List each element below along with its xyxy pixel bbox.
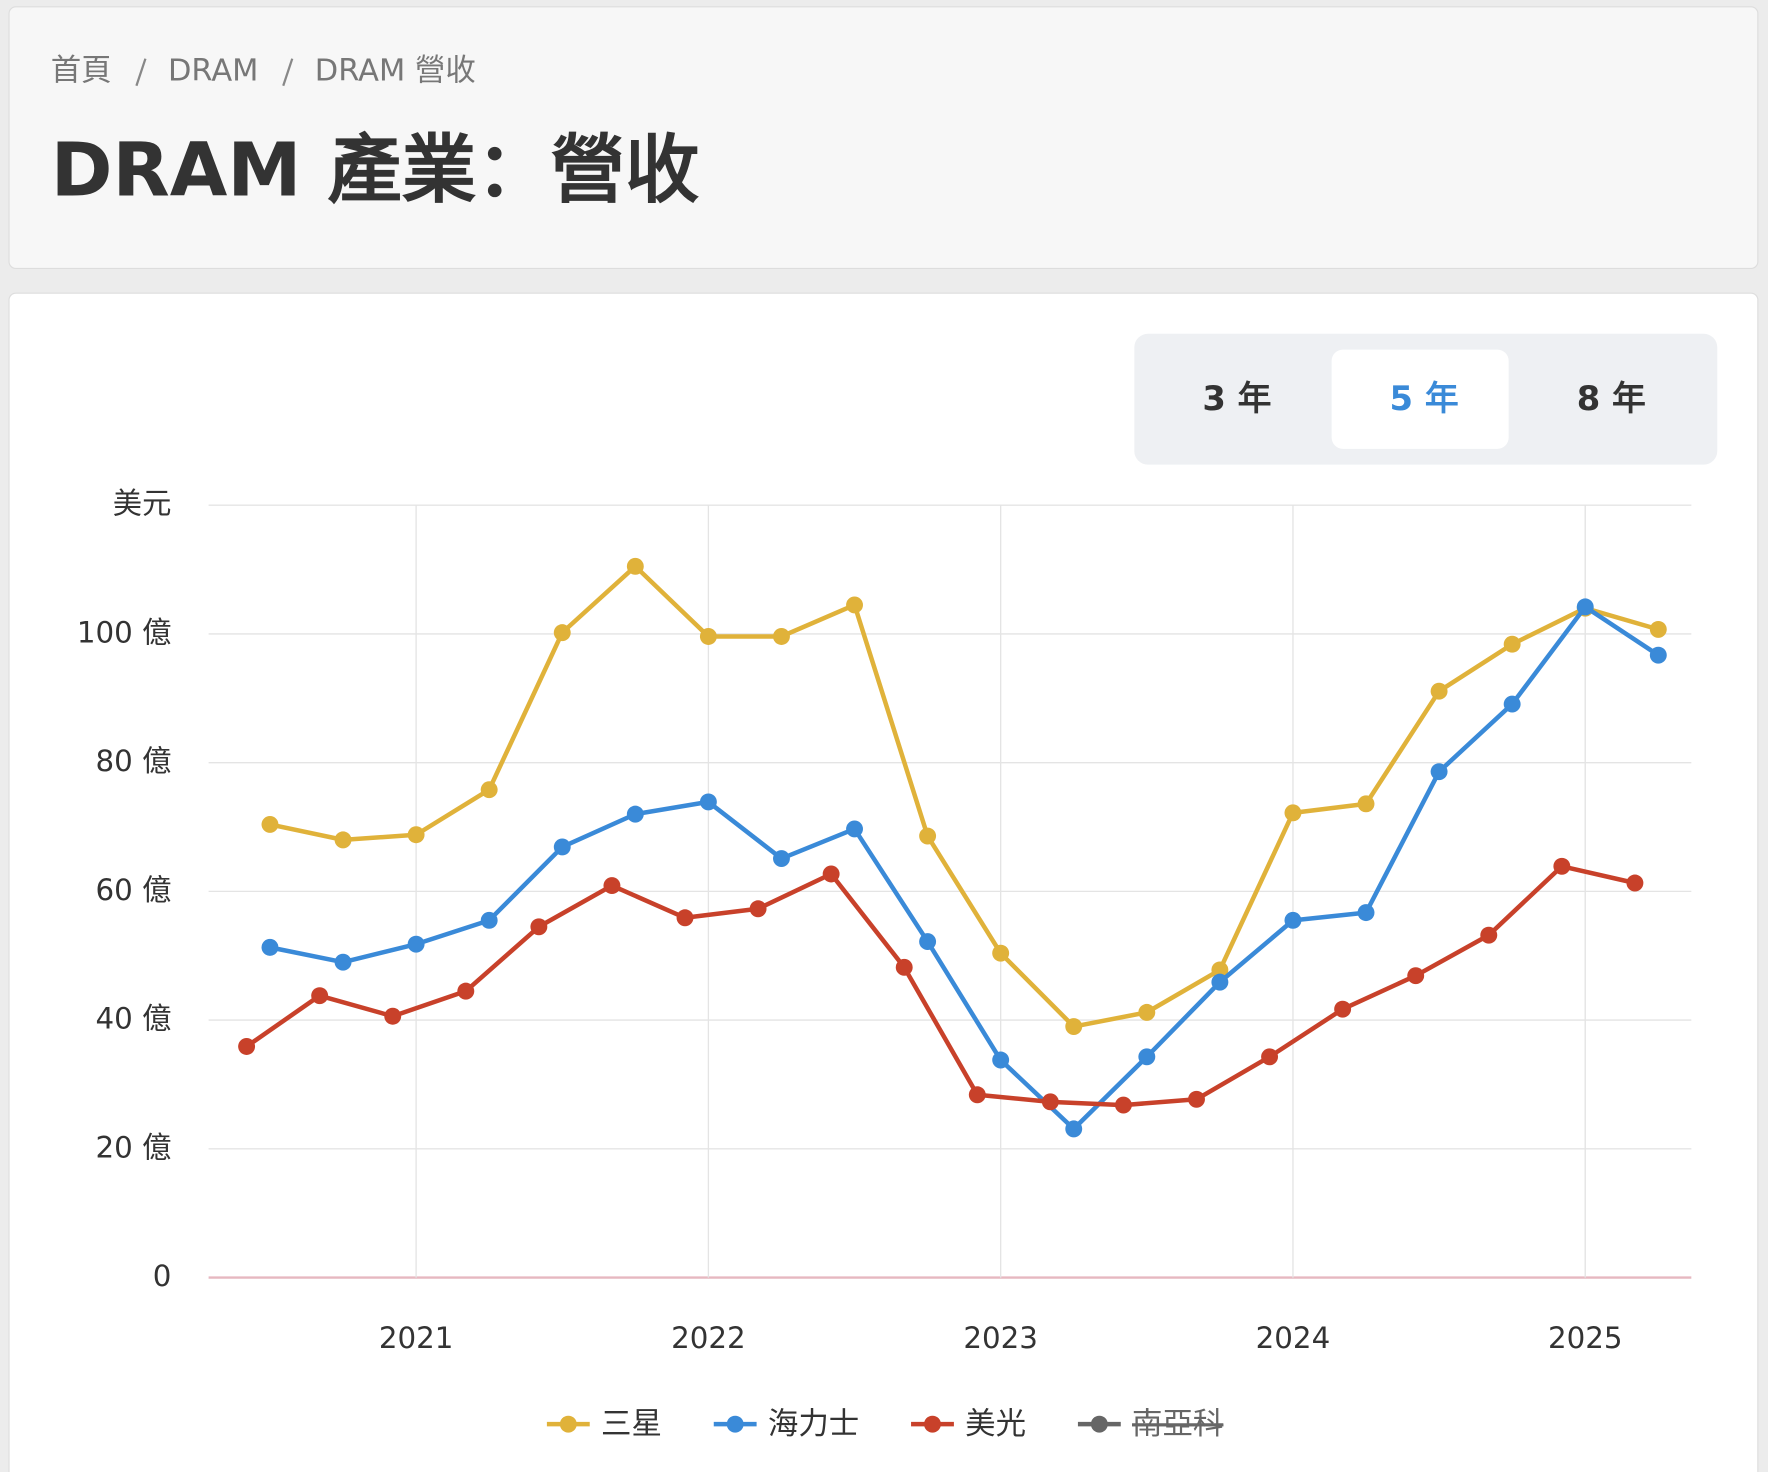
y-tick-label: 20 億 <box>95 1130 171 1164</box>
data-point <box>480 781 498 799</box>
series-line <box>269 564 1659 1029</box>
legend: 三星 海力士 美光 南亞科 <box>546 1407 1223 1442</box>
legend-label[interactable]: 三星 <box>601 1407 662 1442</box>
data-point <box>1407 967 1425 985</box>
data-point <box>1480 926 1498 944</box>
legend-label[interactable]: 美光 <box>965 1407 1026 1442</box>
data-point <box>384 1007 402 1025</box>
data-point <box>457 982 475 1000</box>
data-point <box>699 793 717 811</box>
data-point <box>773 850 790 868</box>
data-point <box>334 953 352 971</box>
y-tick-label: 100 億 <box>77 615 172 649</box>
x-tick-label: 2021 <box>379 1321 454 1355</box>
data-point <box>1357 904 1375 922</box>
data-point <box>1138 1003 1156 1021</box>
y-tick-label: 80 億 <box>95 744 171 778</box>
data-point <box>968 1086 986 1104</box>
data-point <box>773 628 790 645</box>
page-title: DRAM 產業：營收 <box>51 126 700 213</box>
data-point <box>1503 695 1521 713</box>
data-point <box>530 918 548 936</box>
data-point <box>1357 795 1375 813</box>
data-point <box>626 805 644 823</box>
header-card <box>8 6 1759 269</box>
data-point <box>1284 911 1302 929</box>
y-axis-label: 美元 <box>113 487 172 521</box>
data-point <box>1188 1090 1205 1108</box>
x-tick-label: 2023 <box>963 1321 1038 1355</box>
data-point <box>626 557 644 575</box>
data-point <box>895 958 913 976</box>
x-tick-label: 2022 <box>671 1321 746 1355</box>
breadcrumb-item[interactable]: DRAM 營收 <box>315 54 476 89</box>
data-point <box>846 596 863 614</box>
data-point <box>1649 620 1667 638</box>
data-point <box>1114 1096 1132 1114</box>
data-point <box>1261 1048 1279 1066</box>
data-point <box>1430 763 1448 781</box>
data-point <box>1503 635 1521 653</box>
range-button[interactable]: 8 年 <box>1577 379 1646 418</box>
data-point <box>699 628 717 645</box>
data-point <box>334 831 352 849</box>
data-point <box>553 838 571 856</box>
legend-marker <box>726 1415 744 1433</box>
data-point <box>846 820 863 838</box>
series-line <box>245 864 1636 1108</box>
data-point <box>1649 646 1667 664</box>
data-point <box>407 826 425 844</box>
data-point <box>919 827 937 845</box>
data-point <box>480 911 498 929</box>
breadcrumb-item[interactable]: 首頁 <box>51 54 112 89</box>
data-point <box>1626 874 1644 892</box>
breadcrumb-item[interactable]: DRAM <box>168 54 258 89</box>
x-tick-label: 2024 <box>1256 1321 1331 1355</box>
data-point <box>1065 1120 1083 1138</box>
data-point <box>992 1051 1010 1069</box>
data-point <box>407 935 425 953</box>
breadcrumb-separator <box>135 58 147 87</box>
y-tick-label: 0 <box>153 1259 172 1293</box>
data-point <box>1284 804 1302 822</box>
data-point <box>238 1038 256 1055</box>
chart-card <box>8 292 1759 1472</box>
data-point <box>992 944 1010 962</box>
range-button[interactable]: 3 年 <box>1202 379 1271 418</box>
data-point <box>1430 682 1448 700</box>
y-tick-label: 40 億 <box>95 1002 171 1036</box>
data-point <box>1065 1018 1083 1035</box>
series-line <box>269 604 1660 1132</box>
data-point <box>1553 857 1571 875</box>
data-point <box>822 865 840 883</box>
data-point <box>1211 961 1229 979</box>
data-point <box>676 909 694 927</box>
x-tick-label: 2025 <box>1548 1321 1623 1355</box>
range-button[interactable]: 5 年 <box>1390 379 1459 418</box>
range-button-active-bg <box>1331 349 1509 449</box>
data-point <box>261 815 279 833</box>
data-point <box>1334 1000 1352 1018</box>
legend-marker <box>1090 1415 1108 1433</box>
breadcrumb-separator <box>282 58 294 87</box>
data-point <box>261 938 279 956</box>
y-tick-label: 60 億 <box>95 873 171 907</box>
legend-label[interactable]: 海力士 <box>768 1407 859 1442</box>
data-point <box>603 877 621 895</box>
legend-marker <box>924 1415 941 1433</box>
data-point <box>311 987 329 1005</box>
legend-marker <box>559 1415 577 1433</box>
data-point <box>1576 598 1594 616</box>
data-point <box>1138 1048 1156 1066</box>
data-point <box>553 624 571 642</box>
data-point <box>1041 1093 1059 1111</box>
data-point <box>1211 973 1229 991</box>
data-point <box>749 900 767 918</box>
data-point <box>919 933 937 951</box>
